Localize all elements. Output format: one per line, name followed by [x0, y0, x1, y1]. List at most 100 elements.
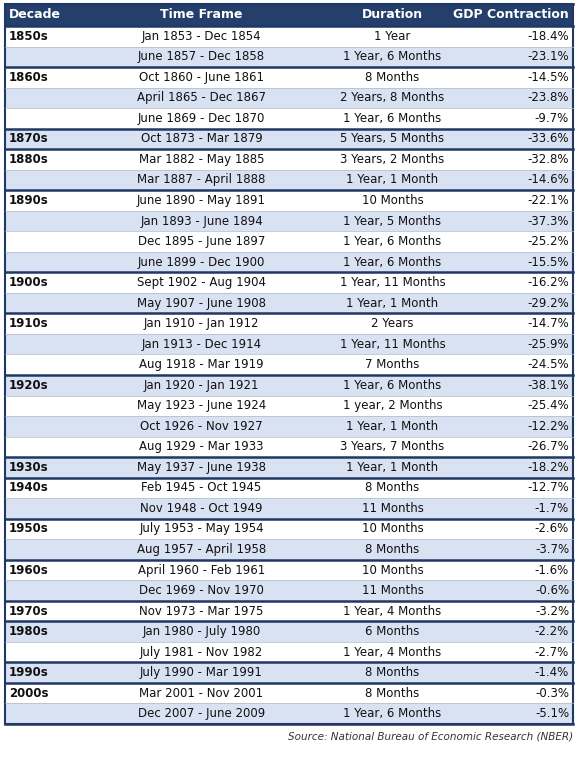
Text: -2.2%: -2.2% — [535, 625, 569, 638]
Bar — [5, 354, 573, 375]
Text: -24.5%: -24.5% — [527, 358, 569, 371]
Text: 8 Months: 8 Months — [365, 666, 420, 679]
Bar — [5, 108, 573, 129]
Text: 2 Years, 8 Months: 2 Years, 8 Months — [340, 91, 444, 104]
Text: 11 Months: 11 Months — [362, 502, 424, 515]
Text: -38.1%: -38.1% — [528, 379, 569, 392]
Text: 1980s: 1980s — [9, 625, 49, 638]
Bar — [5, 395, 573, 416]
Text: 11 Months: 11 Months — [362, 584, 424, 597]
Bar — [5, 272, 573, 293]
Text: July 1990 - Mar 1991: July 1990 - Mar 1991 — [140, 666, 263, 679]
Text: 1 Year, 6 Months: 1 Year, 6 Months — [343, 379, 442, 392]
Text: -0.3%: -0.3% — [535, 687, 569, 700]
Text: Jan 1893 - June 1894: Jan 1893 - June 1894 — [140, 215, 263, 228]
Text: -0.6%: -0.6% — [535, 584, 569, 597]
Text: 1 Year, 11 Months: 1 Year, 11 Months — [340, 338, 446, 351]
Text: -25.2%: -25.2% — [527, 235, 569, 248]
Text: -26.7%: -26.7% — [527, 440, 569, 453]
Text: -18.2%: -18.2% — [527, 461, 569, 474]
Text: -33.6%: -33.6% — [528, 133, 569, 146]
Bar — [5, 88, 573, 108]
Bar — [5, 498, 573, 519]
Bar — [5, 703, 573, 724]
Text: -15.5%: -15.5% — [528, 255, 569, 268]
Bar — [5, 313, 573, 334]
Bar — [5, 4, 573, 26]
Text: -23.1%: -23.1% — [527, 50, 569, 63]
Text: -25.4%: -25.4% — [527, 399, 569, 412]
Text: -25.9%: -25.9% — [527, 338, 569, 351]
Text: Jan 1920 - Jan 1921: Jan 1920 - Jan 1921 — [144, 379, 260, 392]
Text: Dec 2007 - June 2009: Dec 2007 - June 2009 — [138, 707, 265, 720]
Text: -23.8%: -23.8% — [528, 91, 569, 104]
Text: July 1953 - May 1954: July 1953 - May 1954 — [139, 523, 264, 536]
Text: -12.7%: -12.7% — [527, 482, 569, 495]
Text: 2000s: 2000s — [9, 687, 49, 700]
Text: 10 Months: 10 Months — [362, 523, 423, 536]
Text: 1920s: 1920s — [9, 379, 49, 392]
Bar — [5, 211, 573, 232]
Text: 1 Year, 6 Months: 1 Year, 6 Months — [343, 235, 442, 248]
Text: -14.7%: -14.7% — [527, 317, 569, 330]
Text: -14.5%: -14.5% — [527, 71, 569, 84]
Text: 3 Years, 2 Months: 3 Years, 2 Months — [340, 153, 444, 166]
Bar — [5, 519, 573, 539]
Text: 1930s: 1930s — [9, 461, 49, 474]
Text: -1.6%: -1.6% — [535, 564, 569, 577]
Text: June 1890 - May 1891: June 1890 - May 1891 — [137, 194, 266, 207]
Text: Aug 1957 - April 1958: Aug 1957 - April 1958 — [137, 543, 266, 556]
Text: -18.4%: -18.4% — [527, 30, 569, 43]
Text: April 1960 - Feb 1961: April 1960 - Feb 1961 — [138, 564, 265, 577]
Text: June 1857 - Dec 1858: June 1857 - Dec 1858 — [138, 50, 265, 63]
Text: -12.2%: -12.2% — [527, 420, 569, 433]
Bar — [5, 293, 573, 313]
Text: -29.2%: -29.2% — [527, 296, 569, 309]
Text: 1990s: 1990s — [9, 666, 49, 679]
Text: Dec 1895 - June 1897: Dec 1895 - June 1897 — [138, 235, 265, 248]
Text: Mar 1882 - May 1885: Mar 1882 - May 1885 — [139, 153, 264, 166]
Text: 8 Months: 8 Months — [365, 482, 420, 495]
Text: 1950s: 1950s — [9, 523, 49, 536]
Text: Sept 1902 - Aug 1904: Sept 1902 - Aug 1904 — [137, 276, 266, 289]
Bar — [5, 26, 573, 46]
Text: 1860s: 1860s — [9, 71, 49, 84]
Text: -1.7%: -1.7% — [535, 502, 569, 515]
Text: Jan 1913 - Dec 1914: Jan 1913 - Dec 1914 — [142, 338, 262, 351]
Text: Time Frame: Time Frame — [160, 8, 243, 21]
Bar — [5, 375, 573, 395]
Text: Jan 1853 - Dec 1854: Jan 1853 - Dec 1854 — [142, 30, 261, 43]
Text: 1 Year, 1 Month: 1 Year, 1 Month — [346, 174, 439, 187]
Bar — [5, 642, 573, 662]
Text: -32.8%: -32.8% — [528, 153, 569, 166]
Text: Nov 1973 - Mar 1975: Nov 1973 - Mar 1975 — [139, 604, 264, 617]
Text: 8 Months: 8 Months — [365, 71, 420, 84]
Text: 1960s: 1960s — [9, 564, 49, 577]
Text: 1 Year, 6 Months: 1 Year, 6 Months — [343, 255, 442, 268]
Bar — [5, 416, 573, 437]
Text: 1870s: 1870s — [9, 133, 49, 146]
Text: 1 Year, 1 Month: 1 Year, 1 Month — [346, 461, 439, 474]
Text: -2.7%: -2.7% — [535, 645, 569, 658]
Bar — [5, 437, 573, 457]
Text: -9.7%: -9.7% — [535, 112, 569, 125]
Text: -16.2%: -16.2% — [527, 276, 569, 289]
Text: Oct 1926 - Nov 1927: Oct 1926 - Nov 1927 — [140, 420, 263, 433]
Text: May 1923 - June 1924: May 1923 - June 1924 — [137, 399, 266, 412]
Text: 1970s: 1970s — [9, 604, 49, 617]
Text: -3.2%: -3.2% — [535, 604, 569, 617]
Text: -22.1%: -22.1% — [527, 194, 569, 207]
Bar — [5, 621, 573, 642]
Text: 1 Year, 6 Months: 1 Year, 6 Months — [343, 707, 442, 720]
Text: 1940s: 1940s — [9, 482, 49, 495]
Text: April 1865 - Dec 1867: April 1865 - Dec 1867 — [137, 91, 266, 104]
Bar — [5, 67, 573, 88]
Text: 1 year, 2 Months: 1 year, 2 Months — [343, 399, 442, 412]
Text: Mar 2001 - Nov 2001: Mar 2001 - Nov 2001 — [139, 687, 264, 700]
Text: 1 Year, 4 Months: 1 Year, 4 Months — [343, 645, 442, 658]
Text: 10 Months: 10 Months — [362, 194, 423, 207]
Text: 6 Months: 6 Months — [365, 625, 420, 638]
Bar — [5, 46, 573, 67]
Text: -2.6%: -2.6% — [535, 523, 569, 536]
Text: 7 Months: 7 Months — [365, 358, 420, 371]
